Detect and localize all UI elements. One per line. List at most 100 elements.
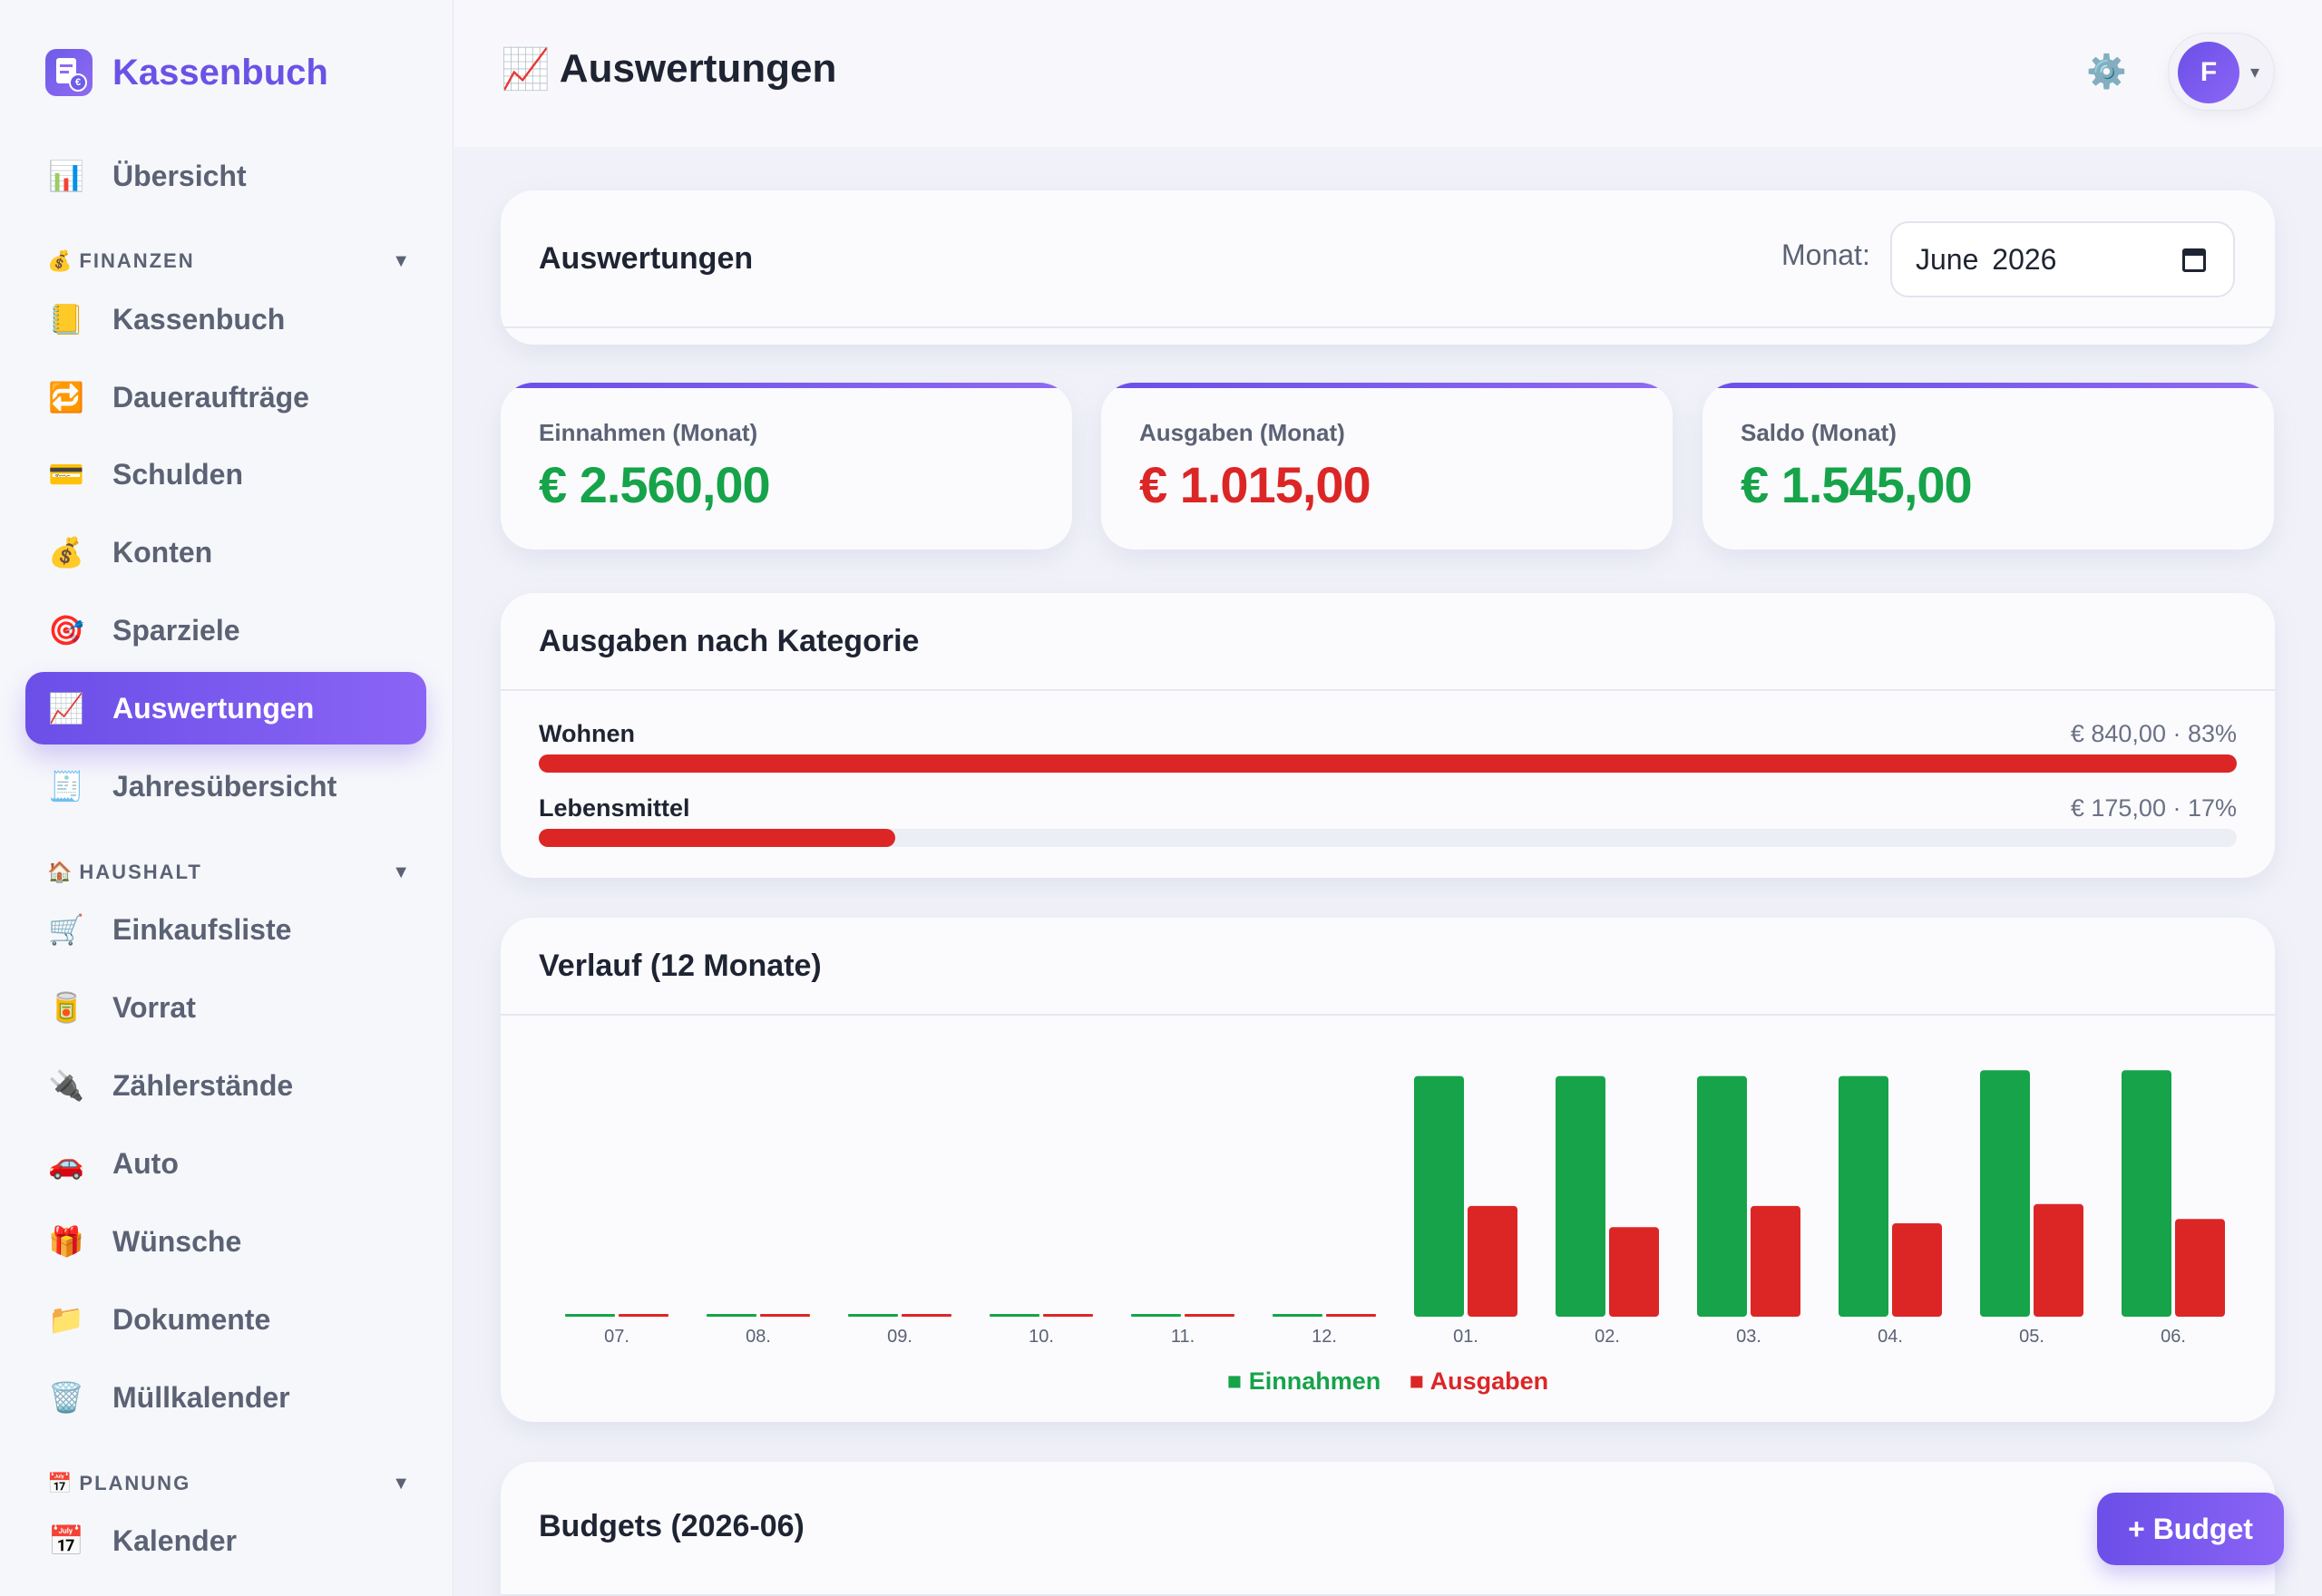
chevron-down-icon: ▾ bbox=[2250, 63, 2260, 83]
expense-bar-02 bbox=[1609, 1227, 1659, 1317]
divider bbox=[501, 689, 2275, 691]
sidebar-item-label: Müllkalender bbox=[112, 1380, 290, 1414]
sidebar-item-label: Auto bbox=[112, 1146, 179, 1180]
sidebar-item-kalender[interactable]: 📅 Kalender bbox=[25, 1504, 426, 1577]
x-tick-label: 10. bbox=[1029, 1327, 1054, 1347]
plug-icon: 🔌 bbox=[48, 1069, 84, 1102]
expense-bar-08 bbox=[760, 1314, 810, 1317]
chevron-down-icon: ▼ bbox=[392, 250, 410, 271]
target-icon: 🎯 bbox=[48, 614, 84, 647]
category-bar-fill bbox=[539, 829, 896, 847]
income-bar-12 bbox=[1273, 1314, 1322, 1317]
expense-bar-01 bbox=[1468, 1205, 1517, 1317]
divider bbox=[501, 1594, 2275, 1596]
sidebar-item-kassenbuch[interactable]: 📒 Kassenbuch bbox=[25, 283, 426, 355]
sidebar-item-label: Schulden bbox=[112, 457, 244, 491]
calendar-icon[interactable] bbox=[2182, 248, 2206, 272]
sidebar-item-dauerauftraege[interactable]: 🔁 Daueraufträge bbox=[25, 361, 426, 433]
sidebar-item-uebersicht[interactable]: 📊 Übersicht bbox=[25, 140, 426, 212]
folder-icon: 📁 bbox=[48, 1303, 84, 1336]
expense-bar-10 bbox=[1043, 1314, 1093, 1317]
x-tick-label: 05. bbox=[2019, 1327, 2044, 1347]
category-value: € 840,00 · 83% bbox=[2070, 720, 2237, 747]
add-budget-button[interactable]: + Budget bbox=[2097, 1493, 2284, 1565]
credit-card-icon: 💳 bbox=[48, 458, 84, 491]
accent-line bbox=[1702, 383, 2274, 388]
sidebar-item-konten[interactable]: 💰 Konten bbox=[25, 516, 426, 589]
sidebar-item-label: Kassenbuch bbox=[112, 302, 286, 336]
budget-card-title: Budgets (2026-06) bbox=[539, 1509, 805, 1543]
sidebar-item-label: Dokumente bbox=[112, 1302, 271, 1336]
filter-card: Auswertungen Monat: June 2026 bbox=[501, 190, 2275, 345]
calendar-icon: 📅 bbox=[47, 1472, 73, 1494]
trend-chart-icon: 📈 bbox=[501, 47, 551, 92]
sidebar-item-sparziele[interactable]: 🎯 Sparziele bbox=[25, 594, 426, 667]
category-bar-track bbox=[539, 754, 2237, 773]
stat-card-balance: Saldo (Monat) € 1.545,00 bbox=[1702, 383, 2274, 550]
repeat-icon: 🔁 bbox=[48, 381, 84, 414]
sidebar-item-auswertungen[interactable]: 📈 Auswertungen bbox=[25, 672, 426, 744]
sidebar-item-label: Auswertungen bbox=[112, 691, 315, 725]
category-card: Ausgaben nach Kategorie Wohnen € 840,00 … bbox=[501, 593, 2275, 878]
month-label: Monat: bbox=[1781, 238, 1870, 271]
sidebar-item-auto[interactable]: 🚗 Auto bbox=[25, 1127, 426, 1200]
category-name: Lebensmittel bbox=[539, 794, 690, 822]
sidebar-item-jahresuebersicht[interactable]: 🧾 Jahresübersicht bbox=[25, 750, 426, 822]
legend-income: ■ Einnahmen bbox=[1226, 1367, 1381, 1395]
x-tick-label: 09. bbox=[887, 1327, 912, 1347]
category-name: Wohnen bbox=[539, 720, 635, 747]
stat-card-income: Einnahmen (Monat) € 2.560,00 bbox=[501, 383, 1072, 550]
expense-bar-12 bbox=[1326, 1314, 1376, 1317]
sidebar-item-wuensche[interactable]: 🎁 Wünsche bbox=[25, 1205, 426, 1278]
accent-line bbox=[501, 383, 1072, 388]
calendar-icon: 📅 bbox=[48, 1524, 84, 1557]
sidebar-item-muellkalender[interactable]: 🗑️ Müllkalender bbox=[25, 1361, 426, 1434]
history-card-title: Verlauf (12 Monate) bbox=[539, 949, 822, 983]
canned-food-icon: 🥫 bbox=[48, 991, 84, 1024]
sidebar: € Kassenbuch 📊 Übersicht 💰 FINANZEN ▼ 📒 … bbox=[0, 0, 454, 1596]
house-icon: 🏠 bbox=[47, 861, 73, 883]
category-value: € 175,00 · 17% bbox=[2070, 794, 2237, 822]
divider bbox=[501, 1014, 2275, 1016]
gear-icon[interactable]: ⚙️ bbox=[2086, 53, 2127, 90]
expense-bar-11 bbox=[1185, 1314, 1234, 1317]
sidebar-item-label: Konten bbox=[112, 535, 213, 569]
income-bar-01 bbox=[1414, 1075, 1464, 1317]
sidebar-item-vorrat[interactable]: 🥫 Vorrat bbox=[25, 971, 426, 1044]
expense-bar-07 bbox=[619, 1314, 668, 1317]
receipt-icon: 🧾 bbox=[48, 770, 84, 803]
shopping-cart-icon: 🛒 bbox=[48, 913, 84, 946]
income-bar-08 bbox=[707, 1314, 756, 1317]
section-finanzen[interactable]: 💰 FINANZEN ▼ bbox=[47, 243, 410, 279]
x-tick-label: 06. bbox=[2161, 1327, 2186, 1347]
bar-chart-icon: 📊 bbox=[48, 160, 84, 192]
section-planung[interactable]: 📅 PLANUNG ▼ bbox=[47, 1465, 410, 1502]
expense-bar-06 bbox=[2175, 1219, 2225, 1317]
month-picker-input[interactable]: June 2026 bbox=[1890, 221, 2235, 297]
stat-label: Ausgaben (Monat) bbox=[1139, 419, 1345, 446]
page-title: 📈 Auswertungen bbox=[501, 45, 836, 92]
x-tick-label: 12. bbox=[1312, 1327, 1337, 1347]
sidebar-item-zaehlerstaende[interactable]: 🔌 Zählerstände bbox=[25, 1049, 426, 1122]
sidebar-item-einkaufsliste[interactable]: 🛒 Einkaufsliste bbox=[25, 893, 426, 966]
x-tick-label: 02. bbox=[1595, 1327, 1620, 1347]
ledger-icon: 📒 bbox=[48, 303, 84, 336]
sidebar-item-dokumente[interactable]: 📁 Dokumente bbox=[25, 1283, 426, 1356]
income-bar-04 bbox=[1839, 1075, 1888, 1317]
divider bbox=[501, 326, 2275, 328]
expense-bar-03 bbox=[1751, 1205, 1800, 1317]
user-menu-button[interactable]: F ▾ bbox=[2168, 33, 2275, 111]
category-bar-track bbox=[539, 829, 2237, 847]
sidebar-item-label: Sparziele bbox=[112, 613, 240, 647]
brand-name: Kassenbuch bbox=[112, 52, 328, 92]
x-tick-label: 07. bbox=[604, 1327, 629, 1347]
sidebar-item-schulden[interactable]: 💳 Schulden bbox=[25, 438, 426, 511]
section-haushalt[interactable]: 🏠 HAUSHALT ▼ bbox=[47, 854, 410, 890]
brand[interactable]: € Kassenbuch bbox=[45, 49, 328, 96]
x-tick-label: 08. bbox=[746, 1327, 771, 1347]
sidebar-item-label: Kalender bbox=[112, 1523, 237, 1557]
stat-value: € 1.015,00 bbox=[1139, 456, 1371, 513]
page-title-text: Auswertungen bbox=[559, 46, 837, 91]
chart-legend: ■ Einnahmen ■ Ausgaben bbox=[501, 1367, 2275, 1396]
sidebar-item-label: Wünsche bbox=[112, 1224, 242, 1258]
